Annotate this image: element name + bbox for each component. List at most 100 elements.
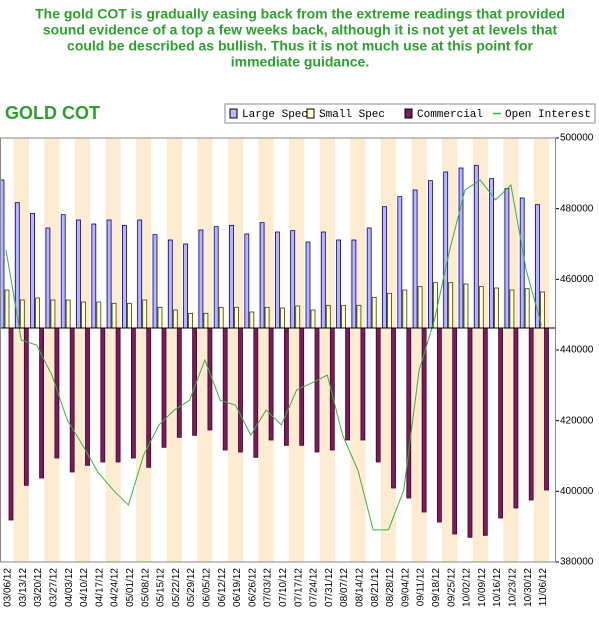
bar: [279, 307, 285, 329]
bar: [524, 288, 530, 329]
bar: [234, 306, 239, 329]
legend-label: Small Spec: [319, 109, 385, 121]
x-tick-label: 03/06/12: [3, 568, 14, 607]
bar: [360, 327, 366, 441]
x-tick-label: 07/24/12: [309, 568, 320, 607]
bar: [183, 243, 189, 329]
x-tick-label: 09/04/12: [400, 568, 411, 607]
bar: [249, 311, 255, 329]
bar: [100, 327, 106, 463]
x-tick-label: 05/15/12: [156, 568, 167, 607]
bar: [8, 327, 14, 521]
bar: [222, 327, 228, 451]
x-tick-label: 08/14/12: [355, 568, 366, 607]
x-tick-label: 09/11/12: [416, 568, 427, 607]
bar: [167, 239, 173, 329]
bar: [142, 299, 148, 329]
bar: [402, 289, 408, 329]
bar: [417, 286, 423, 329]
bar: [443, 171, 449, 329]
bar: [172, 309, 178, 329]
x-tick-label: 06/05/12: [202, 568, 213, 607]
y2-tick-label: 460000: [560, 274, 594, 285]
bar: [23, 327, 29, 486]
legend-label: Commercial: [417, 109, 483, 121]
bar: [268, 327, 274, 441]
bar: [192, 327, 198, 436]
bar: [115, 327, 121, 463]
bar: [91, 223, 97, 329]
x-tick-label: 06/19/12: [232, 568, 243, 607]
bar: [463, 283, 469, 329]
x-tick-label: 04/10/12: [79, 568, 90, 607]
caption-line: immediate guidance.: [231, 54, 369, 70]
bar: [76, 219, 81, 329]
bar: [50, 299, 56, 329]
bar: [203, 312, 209, 329]
bar: [366, 227, 372, 329]
bar: [157, 306, 163, 329]
x-tick-label: 04/03/12: [64, 568, 75, 607]
x-tick-label: 07/17/12: [293, 568, 304, 607]
x-tick-label: 08/21/12: [370, 568, 381, 607]
y2-tick-label: 400000: [560, 486, 594, 497]
bar: [290, 230, 296, 329]
bar: [467, 327, 473, 538]
bar: [137, 219, 143, 329]
x-tick-label: 09/18/12: [431, 568, 442, 607]
bar: [85, 327, 90, 466]
caption-line: The gold COT is gradually easing back fr…: [35, 6, 565, 22]
bar: [325, 304, 331, 329]
bar: [122, 224, 127, 329]
bar: [371, 296, 377, 329]
bar: [146, 327, 152, 468]
bar: [253, 327, 259, 458]
bar: [274, 231, 280, 329]
plot-frame: [0, 137, 556, 563]
bar: [489, 178, 495, 329]
bar: [314, 327, 320, 453]
x-tick-label: 07/10/12: [278, 568, 289, 607]
bar: [509, 289, 515, 329]
legend-swatch: [404, 108, 413, 119]
bar: [473, 164, 479, 329]
bar: [152, 234, 158, 329]
bar: [69, 327, 75, 473]
x-tick-label: 10/23/12: [508, 568, 519, 607]
y2-tick-label: 420000: [560, 415, 594, 426]
bar: [127, 302, 132, 329]
bar: [106, 219, 112, 329]
bar: [375, 327, 381, 463]
bar: [382, 206, 387, 329]
bar: [60, 214, 66, 329]
bar: [387, 292, 392, 329]
bar: [39, 327, 44, 479]
legend-swatch: [306, 108, 315, 119]
bar: [283, 327, 289, 446]
chart-title: GOLD COT: [5, 103, 100, 123]
x-tick-label: 10/09/12: [477, 568, 488, 607]
legend-swatch: [229, 108, 238, 119]
bar: [81, 301, 86, 329]
bar: [30, 212, 36, 329]
x-tick-label: 10/30/12: [523, 568, 534, 607]
bar: [218, 306, 224, 329]
bar: [161, 327, 167, 448]
bar: [176, 327, 182, 438]
x-tick-label: 03/27/12: [49, 568, 60, 607]
bar: [498, 327, 504, 519]
caption-line: sound evidence of a top a few weeks back…: [43, 22, 558, 38]
y2-tick-label: 500000: [560, 133, 594, 144]
bar: [436, 327, 442, 523]
bar: [448, 282, 454, 329]
x-tick-label: 05/29/12: [186, 568, 197, 607]
bar: [305, 241, 311, 329]
y2-tick-label: 480000: [560, 203, 594, 214]
bar: [295, 305, 301, 329]
bar: [229, 224, 234, 329]
bar: [544, 327, 549, 491]
open-interest-line: [5, 179, 542, 531]
bar: [207, 327, 213, 431]
bar: [96, 301, 102, 329]
